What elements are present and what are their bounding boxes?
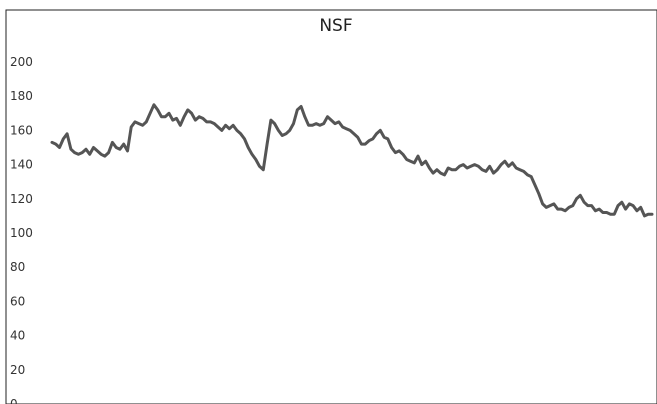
- y-axis-tick-labels: 0 20 40 60 80 100 120 140 160 180 200: [10, 55, 33, 404]
- y-tick-label: 0: [10, 397, 18, 404]
- y-tick-label: 180: [10, 89, 33, 103]
- y-tick-label: 40: [10, 329, 25, 343]
- y-tick-label: 140: [10, 158, 33, 172]
- y-tick-label: 100: [10, 226, 33, 240]
- plot-frame: [5, 9, 657, 404]
- y-tick-label: 120: [10, 192, 33, 206]
- y-tick-label: 160: [10, 123, 33, 137]
- series-line: [50, 103, 654, 218]
- y-tick-label: 200: [10, 55, 33, 69]
- y-tick-label: 80: [10, 260, 25, 274]
- y-tick-label: 60: [10, 294, 25, 308]
- chart-title: NSF: [319, 16, 352, 36]
- y-tick-label: 20: [10, 363, 25, 377]
